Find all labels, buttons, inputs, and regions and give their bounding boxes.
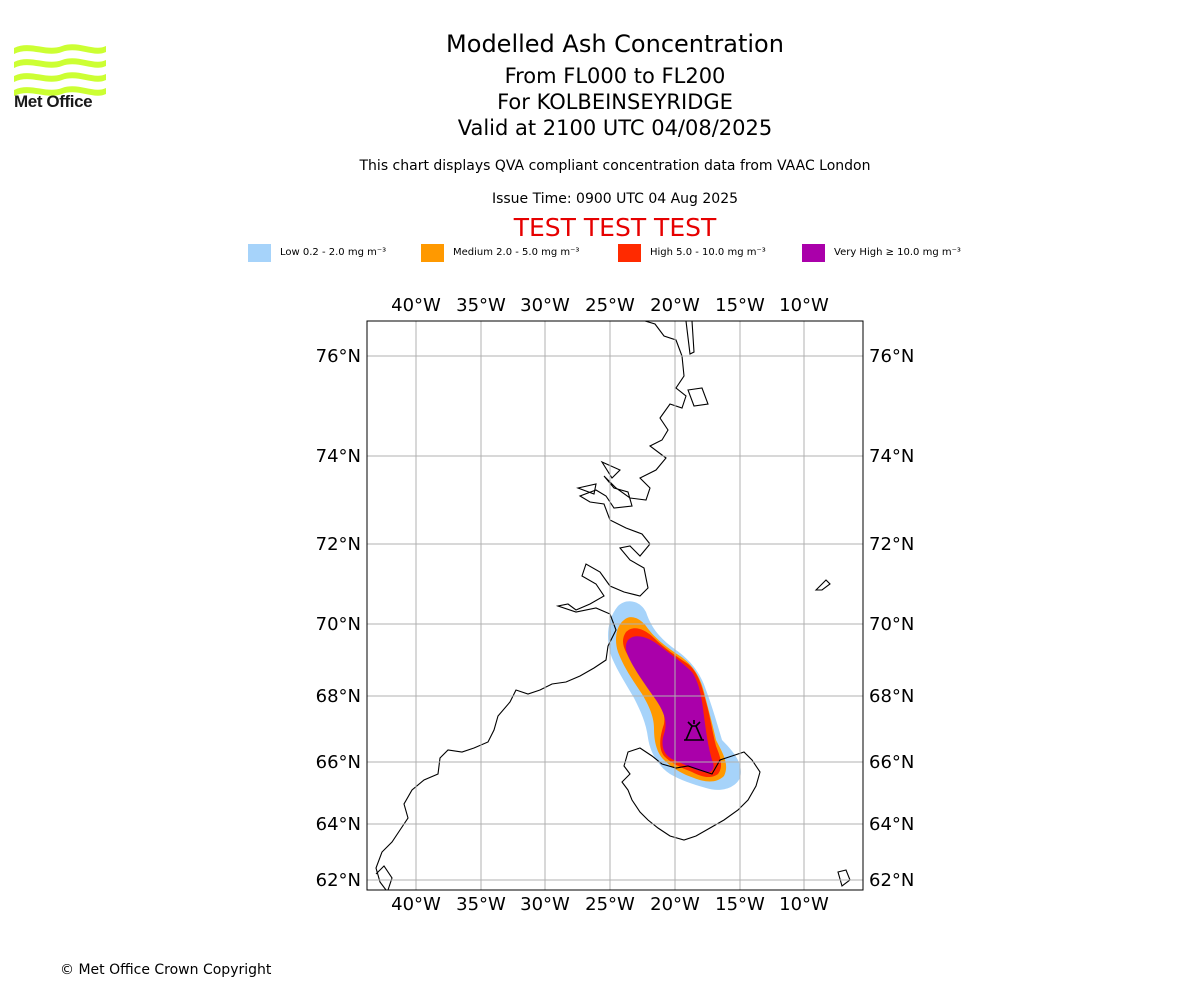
lat-label-left: 72°N xyxy=(316,534,361,555)
test-banner: TEST TEST TEST xyxy=(513,213,717,242)
page-title: Modelled Ash Concentration xyxy=(446,30,784,58)
lon-label-top: 35°W xyxy=(456,295,506,316)
legend-swatch-very-high xyxy=(802,244,825,262)
lat-label-left: 66°N xyxy=(316,752,361,773)
svalbard-shard xyxy=(685,321,695,355)
jan-mayen xyxy=(814,579,831,591)
lat-label-right: 76°N xyxy=(869,346,914,367)
lat-label-left: 64°N xyxy=(316,814,361,835)
chart-description: This chart displays QVA compliant concen… xyxy=(359,158,871,174)
lat-label-left: 68°N xyxy=(316,686,361,707)
logo-text: Met Office xyxy=(14,92,93,111)
legend-label-very-high: Very High ≥ 10.0 mg m⁻³ xyxy=(834,247,961,258)
map-background xyxy=(367,321,863,890)
lon-label-bottom: 15°W xyxy=(715,894,765,915)
lat-label-left: 76°N xyxy=(316,346,361,367)
lat-label-right: 70°N xyxy=(869,614,914,635)
lon-label-bottom: 25°W xyxy=(585,894,635,915)
copyright: © Met Office Crown Copyright xyxy=(60,962,272,978)
island-1 xyxy=(687,387,709,407)
valid-time: Valid at 2100 UTC 04/08/2025 xyxy=(457,116,773,140)
volcano-name: For KOLBEINSEYRIDGE xyxy=(497,90,733,114)
iceland-coast xyxy=(621,747,761,841)
lat-label-right: 62°N xyxy=(869,870,914,891)
lat-label-left: 70°N xyxy=(316,614,361,635)
map-frame xyxy=(366,320,864,891)
legend-label-medium: Medium 2.0 - 5.0 mg m⁻³ xyxy=(453,247,580,258)
lon-label-top: 15°W xyxy=(715,295,765,316)
lon-label-top: 40°W xyxy=(391,295,441,316)
greenland-coast xyxy=(375,321,687,890)
legend-swatch-medium xyxy=(421,244,444,262)
volcano-icon xyxy=(684,720,704,741)
lat-label-right: 72°N xyxy=(869,534,914,555)
lon-label-bottom: 40°W xyxy=(391,894,441,915)
lat-label-right: 68°N xyxy=(869,686,914,707)
lat-label-left: 62°N xyxy=(316,870,361,891)
lon-label-top: 30°W xyxy=(520,295,570,316)
lon-label-top: 10°W xyxy=(779,295,829,316)
met-office-logo xyxy=(14,44,106,96)
lon-label-bottom: 35°W xyxy=(456,894,506,915)
island-3 xyxy=(600,460,621,479)
legend-label-low: Low 0.2 - 2.0 mg m⁻³ xyxy=(280,247,387,258)
lat-label-right: 66°N xyxy=(869,752,914,773)
lat-label-left: 74°N xyxy=(316,446,361,467)
lon-label-bottom: 30°W xyxy=(520,894,570,915)
lon-label-bottom: 10°W xyxy=(779,894,829,915)
lon-label-bottom: 20°W xyxy=(650,894,700,915)
issue-time: Issue Time: 0900 UTC 04 Aug 2025 xyxy=(491,191,739,207)
legend-swatch-low xyxy=(248,244,271,262)
gridlines xyxy=(367,321,863,890)
lon-label-top: 25°W xyxy=(585,295,635,316)
island-2 xyxy=(576,483,597,495)
lat-label-right: 74°N xyxy=(869,446,914,467)
coastlines xyxy=(375,321,851,890)
greenland-south xyxy=(375,865,393,890)
lat-label-right: 64°N xyxy=(869,814,914,835)
axis-labels: 40°W 40°W 35°W 35°W 30°W 30°W 25°W 25°W 20°W 20°W… xyxy=(316,295,915,915)
flight-levels: From FL000 to FL200 xyxy=(504,64,726,88)
legend-label-high: High 5.0 - 10.0 mg m⁻³ xyxy=(650,247,766,258)
lon-label-top: 20°W xyxy=(650,295,700,316)
ash-very-high-region xyxy=(625,636,714,773)
legend-swatch-high xyxy=(618,244,641,262)
